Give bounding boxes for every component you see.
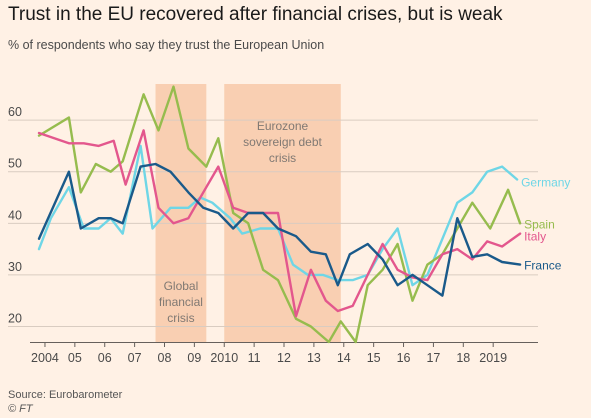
x-tick-label: 09 xyxy=(187,351,201,365)
series-line-france xyxy=(37,162,522,297)
chart-title: Trust in the EU recovered after financia… xyxy=(8,4,503,25)
x-tick-label: 17 xyxy=(426,351,440,365)
series-line-spain xyxy=(37,85,522,344)
x-tick-label: 2004 xyxy=(31,351,59,365)
series-label-germany: Germany xyxy=(521,175,570,189)
y-tick-label: 20 xyxy=(8,312,22,326)
x-tick-label: 05 xyxy=(68,351,82,365)
x-tick-label: 13 xyxy=(307,351,321,365)
x-tick-label: 12 xyxy=(277,351,291,365)
band-label-0-0: Global xyxy=(164,279,199,293)
x-tick-label: 18 xyxy=(456,351,470,365)
x-tick-label: 11 xyxy=(248,351,261,365)
x-tick-label: 16 xyxy=(397,351,411,365)
band-label-0-1: financial xyxy=(159,295,203,309)
y-tick-label: 60 xyxy=(8,105,22,119)
band-label-1-1: sovereign debt xyxy=(243,135,322,149)
series-label-france: France xyxy=(524,259,562,273)
x-tick-label: 07 xyxy=(128,351,142,365)
series-label-italy: Italy xyxy=(524,230,546,244)
x-tick-label: 2010 xyxy=(210,351,238,365)
ft-credit: © FT xyxy=(8,403,33,415)
x-tick-label: 15 xyxy=(367,351,381,365)
y-tick-label: 40 xyxy=(8,208,22,222)
x-tick-label: 2019 xyxy=(479,351,507,365)
chart-subtitle: % of respondents who say they trust the … xyxy=(8,38,325,52)
crisis-band-1 xyxy=(224,84,341,342)
series-line-italy xyxy=(37,129,522,318)
band-label-0-2: crisis xyxy=(167,311,194,325)
x-tick-label: 06 xyxy=(98,351,112,365)
series-label-spain: Spain xyxy=(524,217,555,231)
source-note: Source: Eurobarometer xyxy=(8,389,123,401)
band-label-1-0: Eurozone xyxy=(257,119,309,133)
x-tick-label: 08 xyxy=(158,351,172,365)
y-tick-label: 30 xyxy=(8,260,22,274)
y-tick-label: 50 xyxy=(8,157,22,171)
x-tick-label: 14 xyxy=(337,351,351,365)
band-label-1-2: crisis xyxy=(269,151,296,165)
